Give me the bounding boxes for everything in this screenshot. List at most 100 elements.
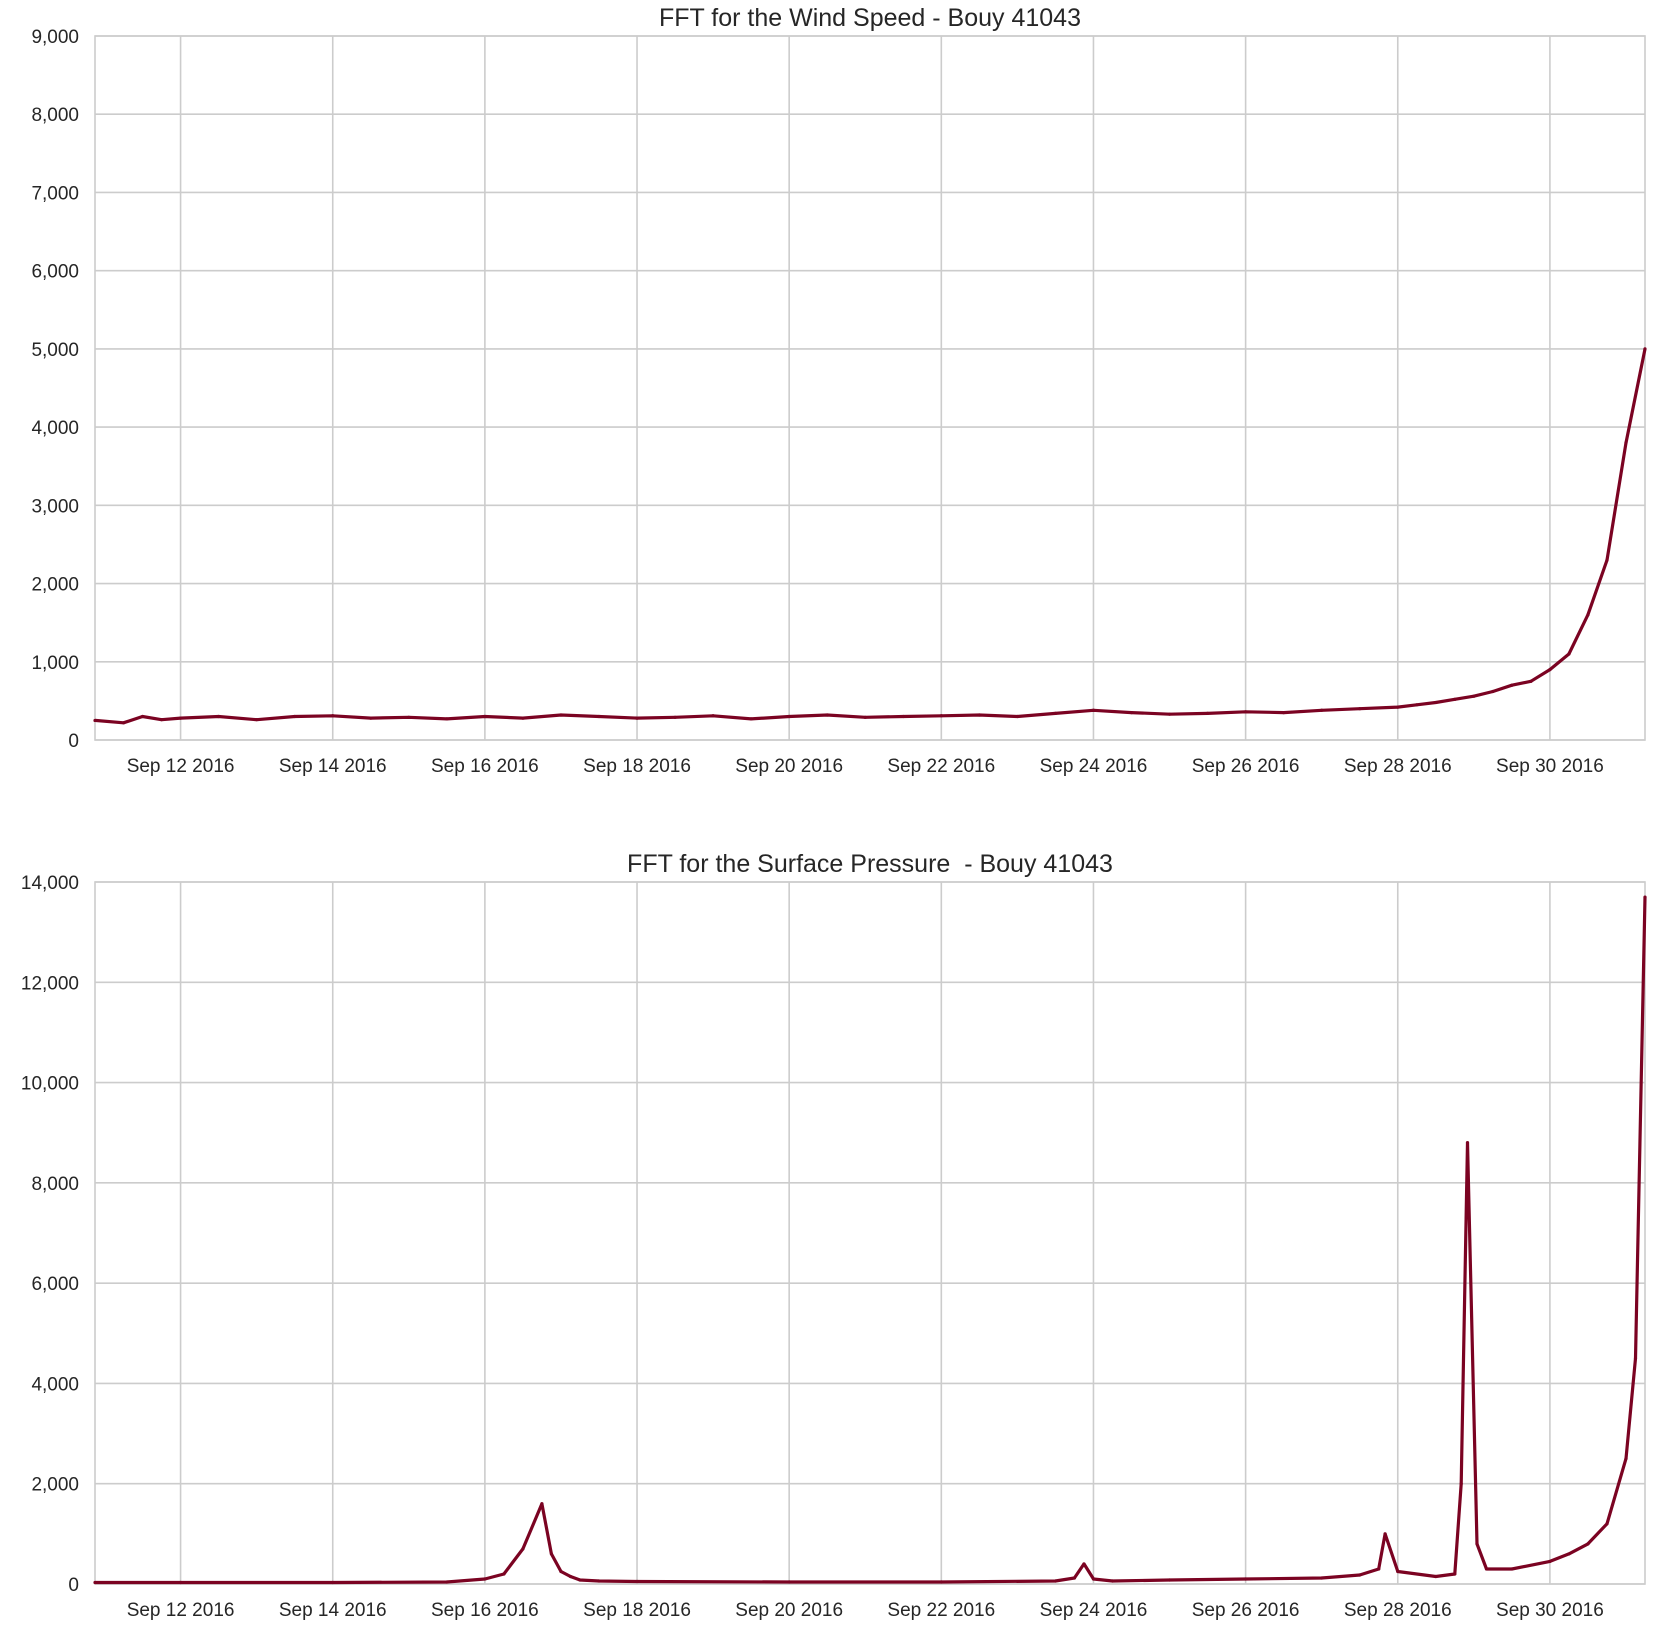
wind-speed-x-tick-label: Sep 24 2016	[1040, 756, 1148, 777]
wind-speed-data-point	[1510, 683, 1514, 687]
wind-speed-data-point	[445, 717, 449, 721]
surface-pressure-data-point	[1383, 1532, 1387, 1536]
surface-pressure-data-point	[1475, 1542, 1479, 1546]
wind-speed-data-point	[1244, 710, 1248, 714]
surface-pressure-data-point	[483, 1577, 487, 1581]
wind-speed-data-point	[1453, 697, 1457, 701]
surface-pressure-data-point	[1605, 1522, 1609, 1526]
wind-speed-data-point	[1129, 711, 1134, 715]
wind-speed-data-point	[597, 714, 601, 719]
surface-pressure-series	[93, 895, 1647, 1585]
wind-speed-data-point	[787, 714, 791, 719]
surface-pressure-data-point	[1548, 1559, 1552, 1564]
surface-pressure-data-point	[1484, 1567, 1489, 1571]
wind-speed-data-point	[140, 714, 145, 719]
surface-pressure-y-tick-label: 4,000	[31, 1374, 79, 1395]
surface-pressure-data-point	[1586, 1542, 1590, 1546]
wind-speed-data-point	[635, 716, 639, 720]
wind-speed-x-tick-labels: Sep 12 2016 Sep 14 2016 Sep 16 2016 Sep 18 …	[127, 756, 1604, 777]
surface-pressure-data-point	[1465, 1141, 1470, 1145]
surface-pressure-data-point	[1624, 1457, 1628, 1461]
surface-pressure-data-point	[568, 1574, 573, 1579]
wind-speed-data-point	[939, 714, 943, 718]
surface-pressure-data-point	[578, 1578, 582, 1582]
wind-speed-data-point	[1605, 558, 1609, 562]
wind-speed-data-point	[331, 714, 335, 718]
wind-speed-data-point	[1167, 712, 1172, 716]
wind-speed-data-point	[483, 714, 487, 719]
wind-speed-y-tick-labels: 0 1,000 2,000 3,000 4,000 5,000 6,000 7,000 8,00…	[31, 27, 79, 752]
wind-speed-x-tick-label: Sep 30 2016	[1496, 756, 1604, 777]
wind-speed-data-point	[1491, 689, 1495, 694]
surface-pressure-data-point	[1459, 1482, 1463, 1486]
wind-speed-y-tick-label: 0	[68, 731, 79, 752]
surface-pressure-plot-frame	[94, 881, 1646, 1585]
surface-pressure-data-point	[1167, 1578, 1172, 1582]
surface-pressure-data-point	[1110, 1579, 1115, 1583]
surface-pressure-x-tick-label: Sep 24 2016	[1040, 1600, 1148, 1621]
surface-pressure-x-tick-label: Sep 30 2016	[1496, 1600, 1604, 1621]
surface-pressure-data-point	[597, 1579, 601, 1583]
wind-speed-x-tick-label: Sep 22 2016	[887, 756, 995, 777]
wind-speed-x-tick-label: Sep 16 2016	[431, 756, 539, 777]
wind-speed-data-point	[178, 716, 183, 720]
surface-pressure-y-tick-label: 14,000	[21, 873, 79, 894]
surface-pressure-data-point	[1510, 1567, 1514, 1571]
wind-speed-data-point	[559, 713, 563, 717]
wind-speed-data-point	[673, 715, 677, 719]
surface-pressure-data-point	[1091, 1577, 1096, 1581]
wind-speed-data-point	[1358, 707, 1362, 711]
wind-speed-data-point	[863, 715, 867, 719]
wind-speed-data-point	[1015, 714, 1019, 719]
wind-speed-x-tick-label: Sep 12 2016	[127, 756, 235, 777]
wind-speed-data-point	[1472, 694, 1476, 698]
surface-pressure-data-point	[939, 1580, 943, 1584]
wind-speed-series	[93, 347, 1647, 725]
wind-speed-data-point	[1396, 705, 1400, 709]
wind-speed-data-point	[1643, 347, 1647, 351]
surface-pressure-data-point	[1053, 1579, 1058, 1583]
wind-speed-data-point	[1567, 652, 1571, 656]
wind-speed-data-point	[369, 716, 373, 720]
surface-pressure-data-point	[1396, 1569, 1400, 1574]
wind-speed-data-point	[93, 718, 97, 723]
wind-speed-data-point	[1320, 708, 1324, 712]
surface-pressure-x-tick-label: Sep 18 2016	[583, 1600, 691, 1621]
surface-pressure-y-tick-label: 8,000	[31, 1174, 79, 1195]
surface-pressure-x-tick-label: Sep 20 2016	[735, 1600, 843, 1621]
surface-pressure-data-point	[1643, 895, 1647, 899]
surface-pressure-data-point	[93, 1580, 97, 1585]
wind-speed-data-point	[711, 714, 715, 718]
wind-speed-y-tick-label: 1,000	[31, 653, 79, 674]
surface-pressure-data-point	[559, 1569, 563, 1574]
wind-speed-y-tick-label: 4,000	[31, 418, 79, 439]
wind-speed-x-tick-label: Sep 18 2016	[583, 756, 691, 777]
surface-pressure-data-point	[1434, 1574, 1438, 1579]
wind-speed-x-tick-label: Sep 26 2016	[1192, 756, 1300, 777]
surface-pressure-data-point	[1244, 1577, 1248, 1581]
surface-pressure-data-point	[540, 1502, 544, 1506]
surface-pressure-data-point	[502, 1572, 506, 1576]
wind-speed-chart-title: FFT for the Wind Speed - Bouy 41043	[659, 4, 1081, 32]
surface-pressure-y-tick-labels: 0 2,000 4,000 6,000 8,000 10,000 12,000 14,000	[21, 873, 79, 1596]
wind-speed-data-point	[121, 721, 126, 725]
surface-pressure-data-point	[549, 1552, 554, 1556]
surface-pressure-x-tick-label: Sep 26 2016	[1192, 1600, 1300, 1621]
wind-speed-data-point	[255, 718, 259, 722]
wind-speed-data-point	[1282, 711, 1286, 715]
wind-speed-series-line	[94, 348, 1647, 725]
surface-pressure-data-point	[1567, 1552, 1571, 1556]
wind-speed-data-point	[1091, 708, 1096, 712]
wind-speed-data-point	[217, 714, 221, 719]
surface-pressure-data-point	[445, 1580, 449, 1584]
surface-pressure-y-tick-label: 2,000	[31, 1475, 79, 1496]
wind-speed-data-point	[293, 714, 297, 719]
surface-pressure-data-point	[331, 1580, 335, 1585]
wind-speed-data-point	[901, 714, 905, 719]
surface-pressure-x-tick-label: Sep 12 2016	[127, 1600, 235, 1621]
surface-pressure-y-tick-label: 0	[68, 1575, 79, 1596]
surface-pressure-data-point	[1072, 1576, 1077, 1580]
wind-speed-x-tick-label: Sep 20 2016	[735, 756, 843, 777]
surface-pressure-x-tick-label: Sep 14 2016	[279, 1600, 387, 1621]
